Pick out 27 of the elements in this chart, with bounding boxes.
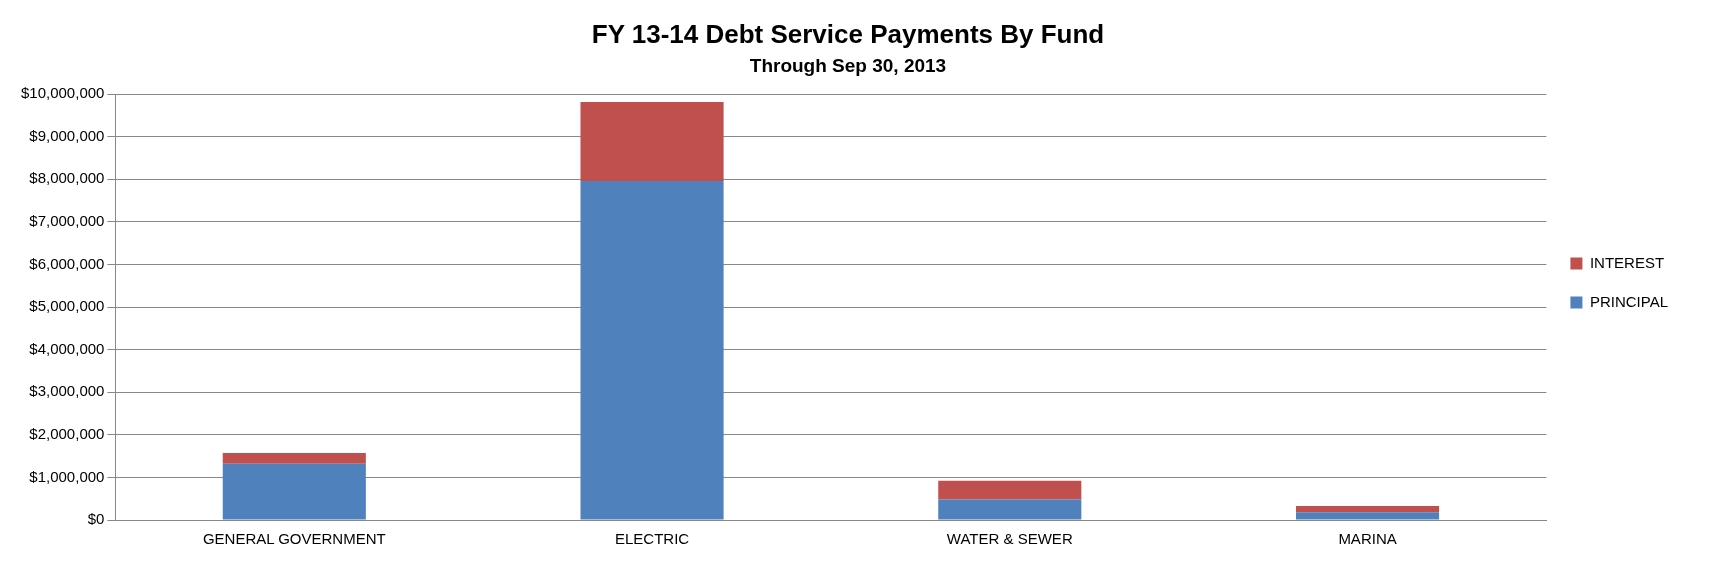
bar bbox=[938, 499, 1082, 520]
bar bbox=[580, 180, 724, 520]
legend-label: INTEREST bbox=[1589, 253, 1665, 271]
legend-label: PRINCIPAL bbox=[1589, 292, 1668, 310]
bar bbox=[1296, 512, 1440, 520]
y-tick-label: $10,000,000 bbox=[20, 84, 105, 102]
x-tick-label: MARINA bbox=[1338, 530, 1397, 548]
x-tick-label: WATER & SEWER bbox=[946, 530, 1073, 548]
chart-subtitle: Through Sep 30, 2013 bbox=[749, 54, 947, 76]
y-tick-label: $0 bbox=[87, 510, 105, 528]
bar bbox=[222, 463, 366, 520]
y-tick-label: $7,000,000 bbox=[29, 211, 105, 229]
bar bbox=[580, 102, 724, 181]
y-tick-label: $5,000,000 bbox=[29, 297, 105, 315]
y-tick-label: $3,000,000 bbox=[29, 382, 105, 400]
y-tick-label: $6,000,000 bbox=[29, 254, 105, 272]
y-tick-label: $8,000,000 bbox=[29, 169, 105, 187]
y-tick-label: $9,000,000 bbox=[29, 126, 105, 144]
y-tick-label: $4,000,000 bbox=[29, 339, 105, 357]
y-tick-label: $2,000,000 bbox=[29, 424, 105, 442]
bar bbox=[938, 480, 1082, 500]
x-tick-label: GENERAL GOVERNMENT bbox=[202, 530, 386, 548]
x-tick-label: ELECTRIC bbox=[614, 530, 690, 548]
bar bbox=[1296, 505, 1440, 513]
y-tick-label: $1,000,000 bbox=[29, 467, 105, 485]
bar bbox=[222, 453, 366, 464]
chart-title: FY 13-14 Debt Service Payments By Fund bbox=[591, 18, 1105, 49]
